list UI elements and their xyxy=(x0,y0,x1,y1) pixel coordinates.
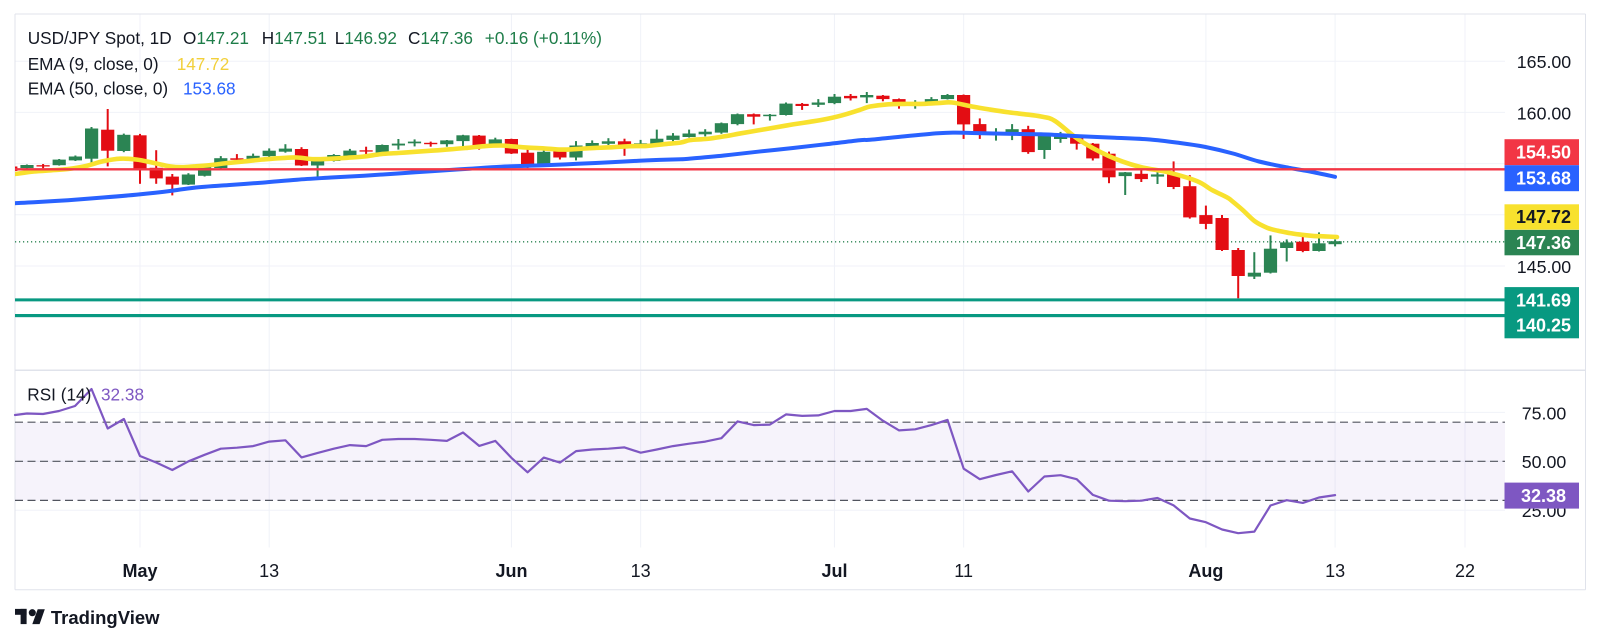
svg-text:Aug: Aug xyxy=(1188,561,1223,581)
svg-text:153.68: 153.68 xyxy=(183,79,236,99)
svg-text:145.00: 145.00 xyxy=(1517,257,1571,277)
svg-text:L146.92: L146.92 xyxy=(335,28,397,48)
svg-text:TradingView: TradingView xyxy=(51,607,160,628)
svg-text:EMA (50, close, 0): EMA (50, close, 0) xyxy=(28,79,168,99)
svg-text:160.00: 160.00 xyxy=(1517,103,1571,123)
svg-text:C147.36: C147.36 xyxy=(408,28,473,48)
svg-text:11: 11 xyxy=(954,561,973,581)
svg-text:75.00: 75.00 xyxy=(1522,403,1567,423)
svg-text:141.69: 141.69 xyxy=(1516,290,1571,310)
svg-text:Jun: Jun xyxy=(495,561,527,581)
svg-text:RSI (14): RSI (14) xyxy=(27,384,91,404)
svg-text:153.68: 153.68 xyxy=(1516,168,1571,188)
svg-text:13: 13 xyxy=(259,561,279,581)
svg-text:H147.51: H147.51 xyxy=(262,28,327,48)
svg-text:147.72: 147.72 xyxy=(177,54,230,74)
svg-text:Jul: Jul xyxy=(821,561,847,581)
svg-text:154.50: 154.50 xyxy=(1516,142,1571,162)
svg-text:EMA (9, close, 0): EMA (9, close, 0) xyxy=(28,54,159,74)
svg-text:50.00: 50.00 xyxy=(1522,452,1567,472)
svg-text:140.25: 140.25 xyxy=(1516,316,1571,336)
svg-text:USD/JPY Spot, 1D: USD/JPY Spot, 1D xyxy=(28,28,172,48)
svg-text:165.00: 165.00 xyxy=(1517,52,1571,72)
svg-text:May: May xyxy=(122,561,157,581)
svg-text:+0.16 (+0.11%): +0.16 (+0.11%) xyxy=(485,28,602,48)
svg-text:147.36: 147.36 xyxy=(1516,233,1571,253)
svg-text:O147.21: O147.21 xyxy=(183,28,249,48)
svg-text:32.38: 32.38 xyxy=(101,384,144,404)
svg-text:147.72: 147.72 xyxy=(1516,207,1571,227)
svg-text:22: 22 xyxy=(1455,561,1475,581)
svg-text:32.38: 32.38 xyxy=(1521,486,1566,506)
svg-text:13: 13 xyxy=(631,561,651,581)
svg-text:13: 13 xyxy=(1325,561,1345,581)
